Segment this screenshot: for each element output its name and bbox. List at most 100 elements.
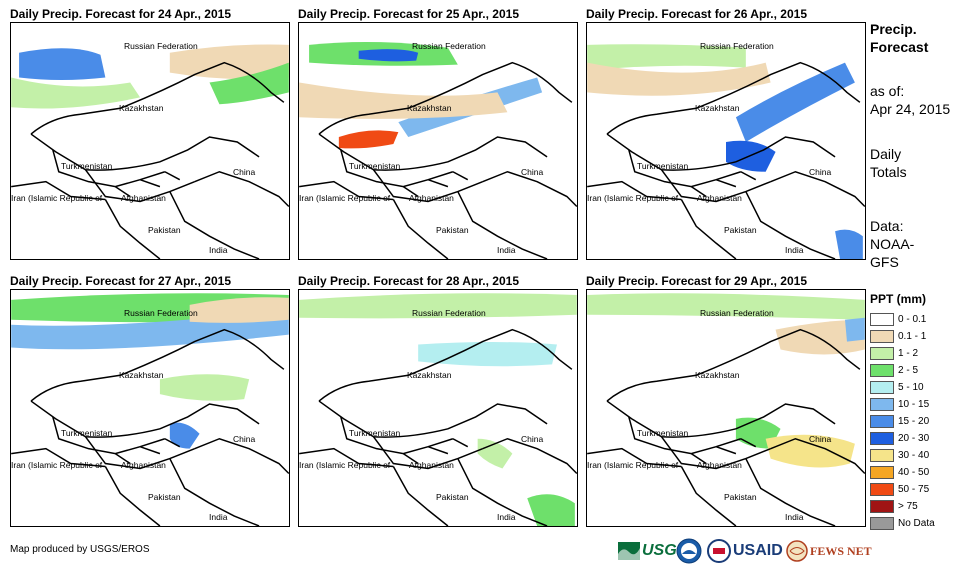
country-border <box>660 436 771 470</box>
country-label-china: China <box>233 434 256 444</box>
country-label-turkmenistan: Turkmenistan <box>349 428 401 438</box>
country-border <box>372 169 483 203</box>
country-label-afghanistan: Afghanistan <box>697 460 742 470</box>
precip-area <box>775 319 865 355</box>
sidebar-heading: Precip. Forecast <box>870 20 928 56</box>
fewsnet-globe-icon <box>786 540 808 562</box>
sidebar-asof: as of: Apr 24, 2015 <box>870 82 950 118</box>
country-border <box>628 416 742 455</box>
precip-area <box>169 422 200 449</box>
legend-label: 5 - 10 <box>898 381 924 393</box>
country-label-kazakhstan: Kazakhstan <box>407 370 452 380</box>
legend-item: 40 - 50 <box>870 464 929 480</box>
country-label-india: India <box>497 245 516 255</box>
country-label-pakistan: Pakistan <box>148 225 181 235</box>
country-label-iran: Iran (Islamic Republic of <box>11 193 103 203</box>
country-label-india: India <box>785 512 804 522</box>
country-border <box>30 328 285 402</box>
country-border <box>299 180 394 201</box>
usgs-wave-icon <box>618 542 640 560</box>
precip-area <box>299 82 508 119</box>
country-border <box>606 328 861 402</box>
legend-swatch <box>870 346 894 360</box>
legend-label: 0.1 - 1 <box>898 330 927 342</box>
country-border <box>770 170 865 207</box>
legend-item: No Data <box>870 515 935 531</box>
noaa-logo <box>676 537 702 565</box>
country-label-china: China <box>521 434 544 444</box>
country-label-pakistan: Pakistan <box>724 225 757 235</box>
precip-map: Russian Federation Kazakhstan Turkmenistan… <box>586 22 866 260</box>
country-border <box>318 61 573 135</box>
legend-swatch <box>870 329 894 343</box>
legend-label: No Data <box>898 517 935 529</box>
legend-swatch <box>870 431 894 445</box>
country-border <box>299 447 394 468</box>
legend-label: 20 - 30 <box>898 432 930 444</box>
precip-map: Russian Federation Kazakhstan Turkmenistan… <box>10 22 290 260</box>
country-border <box>372 436 483 470</box>
country-label-pakistan: Pakistan <box>724 492 757 502</box>
forecast-panel: Daily Precip. Forecast for 27 Apr., 2015… <box>10 274 290 527</box>
legend-swatch <box>870 482 894 496</box>
usgs-logo: USGS <box>618 537 687 565</box>
country-border <box>11 447 106 468</box>
precip-area <box>844 317 865 342</box>
legend-item: > 75 <box>870 498 918 514</box>
precip-area <box>418 342 557 367</box>
country-label-china: China <box>521 167 544 177</box>
legend-label: 1 - 2 <box>898 347 919 359</box>
country-label-india: India <box>497 512 516 522</box>
country-label-iran: Iran (Islamic Republic of <box>11 460 103 470</box>
country-label-kazakhstan: Kazakhstan <box>407 103 452 113</box>
country-border <box>52 416 166 455</box>
precip-area <box>338 130 399 149</box>
country-border <box>194 170 289 207</box>
fewsnet-logo-text: FEWS NET <box>810 543 872 558</box>
fewsnet-logo: FEWS NET <box>786 537 872 565</box>
sidebar-heading-line2: Forecast <box>870 39 929 55</box>
precip-map: Russian Federation Kazakhstan Turkmenistan… <box>586 289 866 527</box>
country-label-india: India <box>209 245 228 255</box>
precip-map: Russian Federation Kazakhstan Turkmenistan… <box>298 289 578 527</box>
panel-title: Daily Precip. Forecast for 29 Apr., 2015 <box>586 274 807 288</box>
country-label-turkmenistan: Turkmenistan <box>61 428 113 438</box>
country-label-afghanistan: Afghanistan <box>409 460 454 470</box>
legend-swatch <box>870 363 894 377</box>
precip-area <box>587 44 746 71</box>
legend-item: 30 - 40 <box>870 447 929 463</box>
country-border <box>318 328 573 402</box>
forecast-panel: Daily Precip. Forecast for 28 Apr., 2015… <box>298 274 578 527</box>
country-label-afghanistan: Afghanistan <box>121 460 166 470</box>
country-border <box>104 199 161 259</box>
country-label-afghanistan: Afghanistan <box>409 193 454 203</box>
country-label-kazakhstan: Kazakhstan <box>119 370 164 380</box>
legend-swatch <box>870 380 894 394</box>
precip-area <box>19 48 106 81</box>
legend-label: 15 - 20 <box>898 415 930 427</box>
country-label-turkmenistan: Turkmenistan <box>349 161 401 171</box>
precip-area <box>527 494 575 526</box>
precip-area <box>358 49 419 62</box>
precip-area <box>209 62 289 105</box>
country-border <box>660 169 771 203</box>
legend-swatch <box>870 312 894 326</box>
country-label-iran: Iran (Islamic Republic of <box>587 193 679 203</box>
legend-item: 2 - 5 <box>870 362 918 378</box>
legend-item: 0 - 0.1 <box>870 311 926 327</box>
country-border <box>587 180 682 201</box>
country-label-pakistan: Pakistan <box>436 492 469 502</box>
country-border <box>30 61 285 135</box>
country-border <box>392 466 449 526</box>
legend-label: 50 - 75 <box>898 483 930 495</box>
usgs-logo-text: USGS <box>642 542 688 559</box>
country-label-russia: Russian Federation <box>412 41 486 51</box>
country-label-russia: Russian Federation <box>124 41 198 51</box>
data-line3: GFS <box>870 254 899 270</box>
legend-label: 0 - 0.1 <box>898 313 927 325</box>
legend-label: > 75 <box>898 500 918 512</box>
country-label-turkmenistan: Turkmenistan <box>61 161 113 171</box>
legend-item: 1 - 2 <box>870 345 918 361</box>
country-label-russia: Russian Federation <box>124 308 198 318</box>
precip-area <box>189 297 289 323</box>
